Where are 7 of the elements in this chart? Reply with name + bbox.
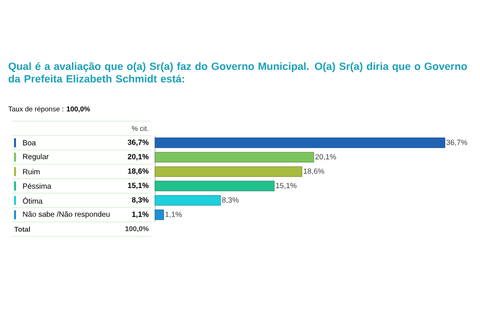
bar: [154, 138, 446, 148]
bar: [154, 152, 314, 162]
chart-title: Qual é a avaliação que o(a) Sr(a) faz do Governo Municipal. O(a) Sr(a) diria que o Governo da Prefeita Elizabeth Schmidt está:: [8, 62, 467, 82]
bar: [154, 180, 275, 192]
bar: [154, 195, 221, 206]
bar: [154, 210, 164, 220]
bar: [154, 166, 302, 177]
